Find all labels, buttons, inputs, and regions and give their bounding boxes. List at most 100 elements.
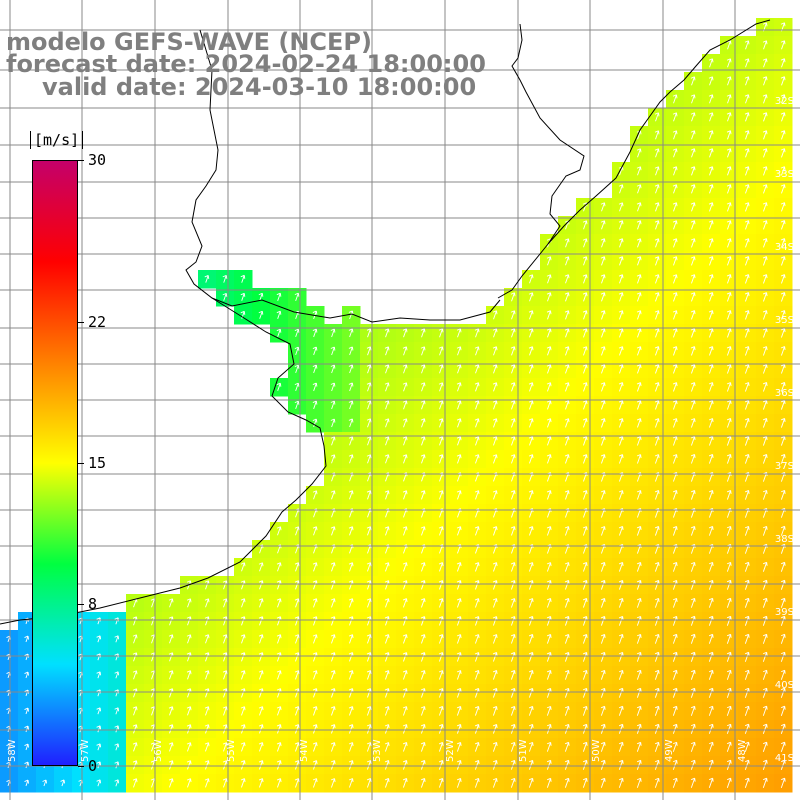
wind-arrow (312, 418, 318, 428)
wind-arrow (384, 652, 390, 662)
wind-arrow (672, 184, 678, 194)
longitude-label: 57W (80, 739, 91, 762)
wind-arrow (744, 220, 750, 230)
wind-arrow (762, 687, 768, 698)
wind-arrow (780, 400, 786, 410)
wind-arrow (780, 597, 786, 608)
wind-arrow (456, 724, 462, 734)
wind-arrow (636, 436, 642, 446)
wind-arrow (474, 706, 480, 716)
wind-arrow (132, 634, 138, 644)
wind-arrow (546, 759, 552, 770)
wind-arrow (744, 777, 750, 788)
wind-arrow (222, 706, 228, 716)
wind-arrow (690, 526, 696, 536)
wind-arrow (510, 741, 516, 752)
wind-arrow (672, 346, 678, 356)
wind-arrow (132, 778, 138, 788)
wind-arrow (762, 328, 768, 338)
wind-arrow (726, 615, 732, 626)
wind-arrow (474, 670, 480, 680)
wind-arrow (114, 761, 120, 769)
wind-arrow (438, 778, 444, 788)
wind-arrow (330, 724, 336, 734)
wind-arrow (744, 669, 750, 680)
wind-arrow (96, 779, 102, 787)
wind-arrow (672, 597, 678, 608)
wind-arrow (762, 238, 768, 248)
wind-arrow (654, 633, 660, 644)
wind-arrow (672, 202, 678, 212)
wind-arrow (762, 561, 768, 572)
wind-arrow (762, 633, 768, 644)
wind-arrow (366, 328, 372, 338)
wind-arrow (420, 742, 426, 752)
wind-arrow (690, 490, 696, 500)
wind-arrow (312, 760, 318, 770)
wind-arrow (402, 418, 408, 428)
wind-arrow (258, 760, 264, 770)
wind-arrow (546, 436, 552, 446)
wind-arrow (654, 669, 660, 680)
wind-arrow (492, 580, 498, 590)
wind-arrow (600, 616, 606, 626)
wind-arrow (582, 310, 588, 320)
wind-arrow (780, 76, 786, 86)
wind-arrow (636, 292, 642, 302)
wind-arrow (456, 670, 462, 680)
wind-arrow (546, 777, 552, 788)
wind-arrow (744, 723, 750, 734)
wind-arrow (384, 418, 390, 428)
model-title: modelo GEFS-WAVE (NCEP) (6, 28, 372, 56)
wind-arrow (222, 292, 228, 301)
wind-arrow (492, 490, 498, 500)
wind-arrow (780, 364, 786, 374)
wind-arrow (24, 725, 29, 733)
wind-arrow (582, 346, 588, 356)
wind-arrow (366, 670, 372, 680)
wind-arrow (726, 256, 732, 266)
wind-arrow (726, 346, 732, 356)
wind-arrow (474, 418, 480, 428)
wind-arrow (654, 651, 660, 662)
wind-arrow (582, 651, 588, 662)
wind-arrow (312, 400, 318, 410)
wind-arrow (438, 526, 444, 536)
wind-arrow (744, 112, 750, 122)
wind-arrow (564, 723, 570, 734)
wind-arrow (618, 310, 624, 320)
wind-arrow (366, 652, 372, 662)
wind-arrow (456, 777, 462, 788)
wind-arrow (618, 741, 624, 752)
wind-arrow (618, 615, 624, 626)
wind-arrow (492, 616, 498, 626)
wind-arrow (618, 651, 624, 662)
wind-arrow (276, 742, 282, 752)
latitude-label: 32S (775, 96, 794, 107)
wind-arrow (726, 292, 732, 302)
wind-arrow (402, 454, 408, 464)
wind-arrow (618, 292, 624, 302)
wind-arrow (654, 687, 660, 698)
wind-arrow (330, 364, 336, 374)
wind-arrow (690, 777, 696, 788)
wind-arrow (186, 634, 192, 644)
wind-arrow (420, 706, 426, 716)
wind-arrow (672, 633, 678, 644)
wind-arrow (744, 58, 750, 68)
wind-arrow (690, 705, 696, 716)
wind-arrow (708, 238, 714, 248)
wind-arrow (564, 759, 570, 770)
wind-arrow (600, 328, 606, 338)
wind-arrow (708, 94, 714, 104)
wind-arrow (348, 688, 354, 698)
wind-arrow (744, 256, 750, 266)
wind-arrow (366, 454, 372, 464)
wind-arrow (456, 562, 462, 572)
wind-arrow (690, 220, 696, 230)
wind-arrow (294, 526, 300, 536)
wind-arrow (492, 526, 498, 536)
wind-arrow (348, 760, 354, 770)
wind-arrow (474, 382, 480, 392)
wind-arrow (618, 687, 624, 698)
